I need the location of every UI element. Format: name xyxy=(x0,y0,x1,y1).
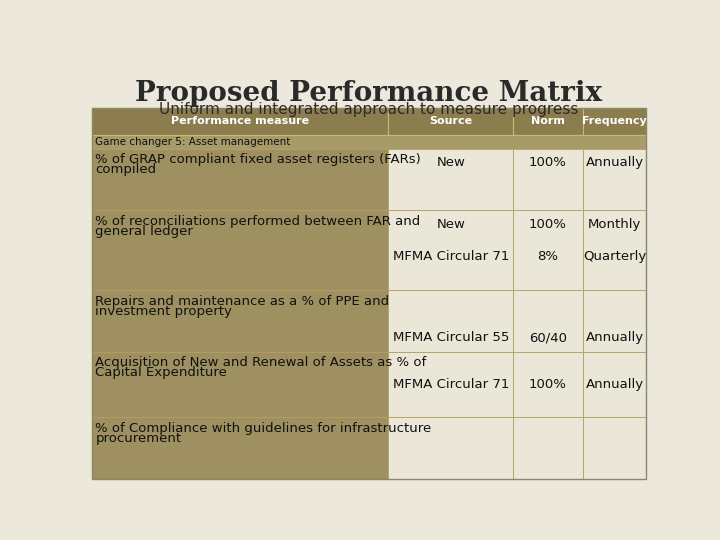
Bar xyxy=(513,352,582,417)
Text: 100%: 100% xyxy=(529,157,567,170)
Text: general ledger: general ledger xyxy=(96,225,193,238)
Text: % of reconciliations performed between FAR and: % of reconciliations performed between F… xyxy=(96,215,420,228)
Text: Source: Source xyxy=(429,116,472,126)
Bar xyxy=(91,108,647,479)
Bar xyxy=(91,417,388,479)
Text: investment property: investment property xyxy=(96,305,233,318)
Bar xyxy=(513,148,582,211)
Text: Acquisition of New and Renewal of Assets as % of: Acquisition of New and Renewal of Assets… xyxy=(96,356,427,369)
Bar xyxy=(388,148,513,211)
Bar xyxy=(582,352,647,417)
Bar xyxy=(582,148,647,211)
Text: Annually: Annually xyxy=(585,331,644,344)
Text: 100%: 100% xyxy=(529,378,567,391)
Text: Annually: Annually xyxy=(585,378,644,391)
Text: Monthly: Monthly xyxy=(588,218,642,231)
Text: % of Compliance with guidelines for infrastructure: % of Compliance with guidelines for infr… xyxy=(96,422,432,435)
Bar xyxy=(91,148,388,211)
Bar xyxy=(513,108,582,134)
Bar xyxy=(91,134,647,149)
Bar xyxy=(582,211,647,290)
Text: New: New xyxy=(436,157,465,170)
Bar xyxy=(582,290,647,352)
Text: Annually: Annually xyxy=(585,157,644,170)
Bar xyxy=(388,352,513,417)
Bar xyxy=(91,290,388,352)
Text: 100%: 100% xyxy=(529,218,567,231)
Bar xyxy=(388,211,513,290)
Bar xyxy=(388,417,513,479)
Bar xyxy=(513,417,582,479)
Text: 60/40: 60/40 xyxy=(529,331,567,344)
Text: Repairs and maintenance as a % of PPE and: Repairs and maintenance as a % of PPE an… xyxy=(96,295,390,308)
Text: New: New xyxy=(436,218,465,231)
Text: procurement: procurement xyxy=(96,432,181,445)
Bar xyxy=(582,108,647,134)
Bar xyxy=(582,417,647,479)
Bar xyxy=(388,108,513,134)
Bar xyxy=(388,290,513,352)
Text: Performance measure: Performance measure xyxy=(171,116,309,126)
Text: % of GRAP compliant fixed asset registers (FARs): % of GRAP compliant fixed asset register… xyxy=(96,153,421,166)
Text: MFMA Circular 71: MFMA Circular 71 xyxy=(392,378,509,391)
Bar xyxy=(91,108,388,134)
Text: Uniform and integrated approach to measure progress: Uniform and integrated approach to measu… xyxy=(159,102,579,117)
Text: Game changer 5: Asset management: Game changer 5: Asset management xyxy=(96,137,291,147)
Text: Capital Expenditure: Capital Expenditure xyxy=(96,366,228,379)
Text: Norm: Norm xyxy=(531,116,565,126)
Text: MFMA Circular 71: MFMA Circular 71 xyxy=(392,250,509,263)
Text: MFMA Circular 55: MFMA Circular 55 xyxy=(392,331,509,344)
Text: Proposed Performance Matrix: Proposed Performance Matrix xyxy=(135,80,603,107)
Text: compiled: compiled xyxy=(96,164,156,177)
Text: Quarterly: Quarterly xyxy=(583,250,646,263)
Bar xyxy=(91,352,388,417)
Text: 8%: 8% xyxy=(537,250,559,263)
Bar xyxy=(91,211,388,290)
Bar xyxy=(513,290,582,352)
Text: Frequency: Frequency xyxy=(582,116,647,126)
Bar xyxy=(513,211,582,290)
